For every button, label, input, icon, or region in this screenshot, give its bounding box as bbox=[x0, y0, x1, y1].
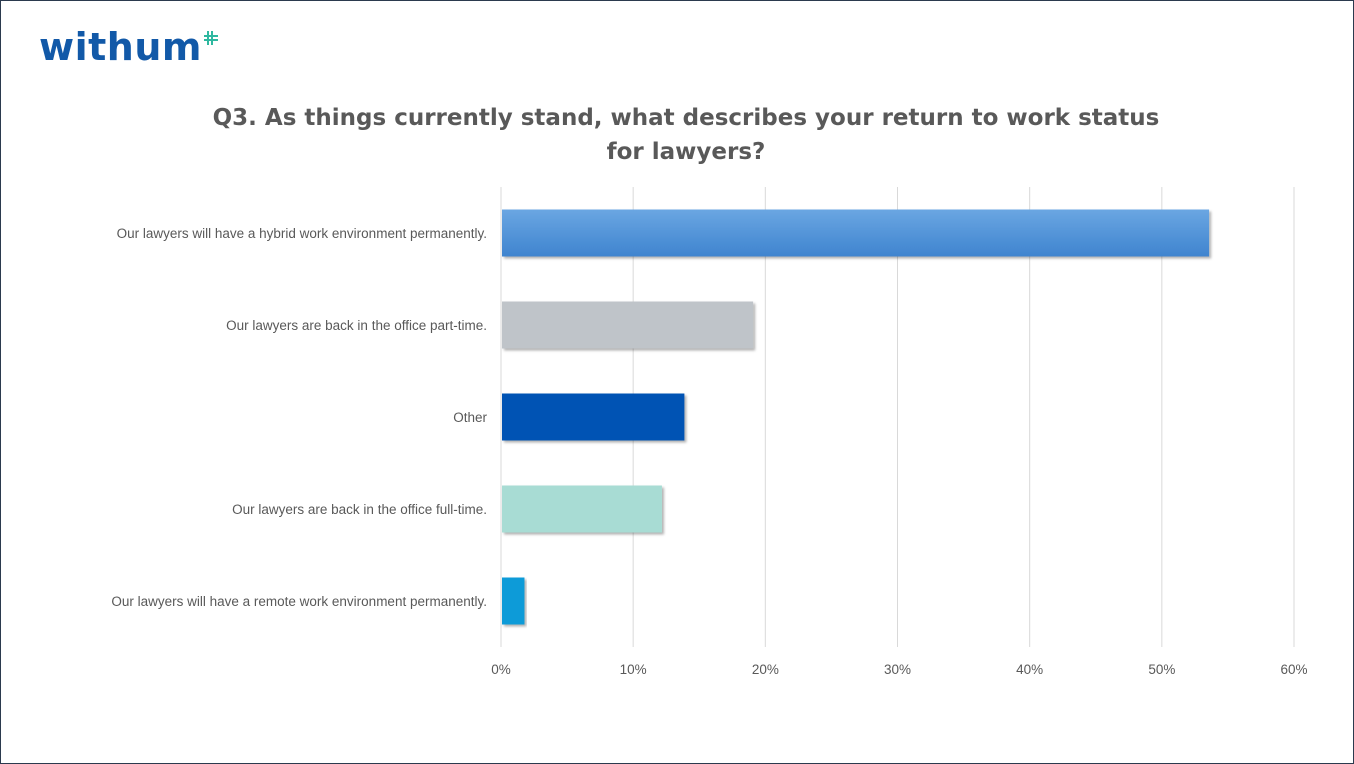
logo-plus-icon bbox=[204, 31, 218, 45]
withum-logo: withum bbox=[39, 25, 202, 69]
bar bbox=[502, 209, 1210, 257]
category-label: Other bbox=[453, 410, 487, 425]
category-label: Our lawyers will have a remote work envi… bbox=[111, 594, 487, 609]
x-tick-label: 10% bbox=[620, 662, 647, 677]
x-tick-label: 0% bbox=[491, 662, 511, 677]
x-tick-label: 20% bbox=[752, 662, 779, 677]
x-tick-label: 30% bbox=[884, 662, 911, 677]
bar bbox=[502, 393, 685, 441]
x-tick-label: 60% bbox=[1280, 662, 1307, 677]
bar bbox=[502, 577, 525, 625]
x-tick-label: 50% bbox=[1148, 662, 1175, 677]
x-tick-label: 40% bbox=[1016, 662, 1043, 677]
category-label: Our lawyers will have a hybrid work envi… bbox=[117, 226, 487, 241]
bar bbox=[502, 301, 754, 349]
bar bbox=[502, 485, 662, 533]
chart-title: Q3. As things currently stand, what desc… bbox=[212, 105, 1160, 165]
category-label: Our lawyers are back in the office full-… bbox=[232, 502, 487, 517]
category-label: Our lawyers are back in the office part-… bbox=[226, 318, 487, 333]
